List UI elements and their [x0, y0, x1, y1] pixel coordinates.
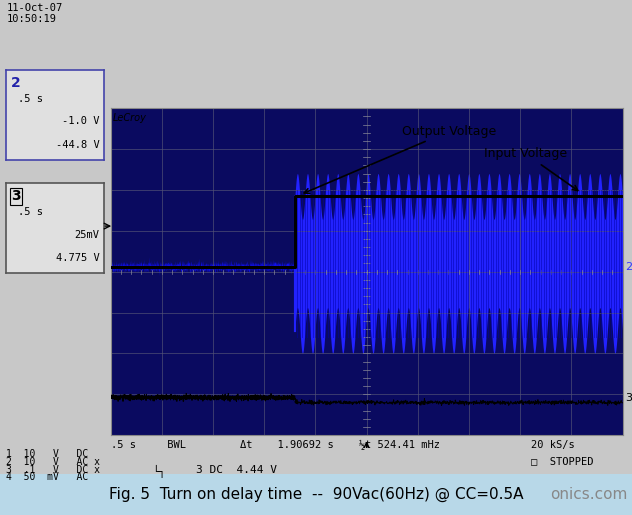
Text: 20 kS/s: 20 kS/s	[531, 440, 574, 450]
Text: onics.com: onics.com	[550, 487, 627, 502]
Text: LeCroy: LeCroy	[113, 113, 147, 123]
Text: Input Voltage: Input Voltage	[484, 147, 578, 191]
Text: 4  50  mV   AC: 4 50 mV AC	[6, 472, 88, 482]
Text: 2: 2	[11, 76, 21, 90]
Text: .5 s     BWL: .5 s BWL	[111, 440, 186, 450]
Text: 3 DC  4.44 V: 3 DC 4.44 V	[196, 465, 277, 474]
Text: 2: 2	[625, 262, 632, 272]
Text: Output Voltage: Output Voltage	[304, 125, 497, 193]
Text: -44.8 V: -44.8 V	[56, 140, 99, 150]
Text: 1  10   V   DC: 1 10 V DC	[6, 449, 88, 459]
Text: 4.775 V: 4.775 V	[56, 253, 99, 263]
Text: 2  10   V   AC x: 2 10 V AC x	[6, 457, 100, 467]
Text: Fig. 5  Turn on delay time  --  90Vac(60Hz) @ CC=0.5A: Fig. 5 Turn on delay time -- 90Vac(60Hz)…	[109, 487, 523, 502]
Text: 11-Oct-07
10:50:19: 11-Oct-07 10:50:19	[6, 3, 63, 24]
Text: 3: 3	[625, 392, 632, 403]
Text: □  STOPPED: □ STOPPED	[531, 457, 593, 467]
Text: .5 s: .5 s	[18, 207, 43, 217]
Text: .5 s: .5 s	[18, 94, 43, 104]
Text: -1.0 V: -1.0 V	[62, 116, 99, 126]
Text: 3  .1   V   DC x: 3 .1 V DC x	[6, 465, 100, 474]
Text: 3: 3	[11, 189, 21, 203]
Text: 25mV: 25mV	[75, 230, 99, 239]
Text: └┐: └┐	[152, 465, 165, 477]
Text: Δt    1.90692 s    ½t 524.41 mHz: Δt 1.90692 s ½t 524.41 mHz	[240, 440, 440, 450]
